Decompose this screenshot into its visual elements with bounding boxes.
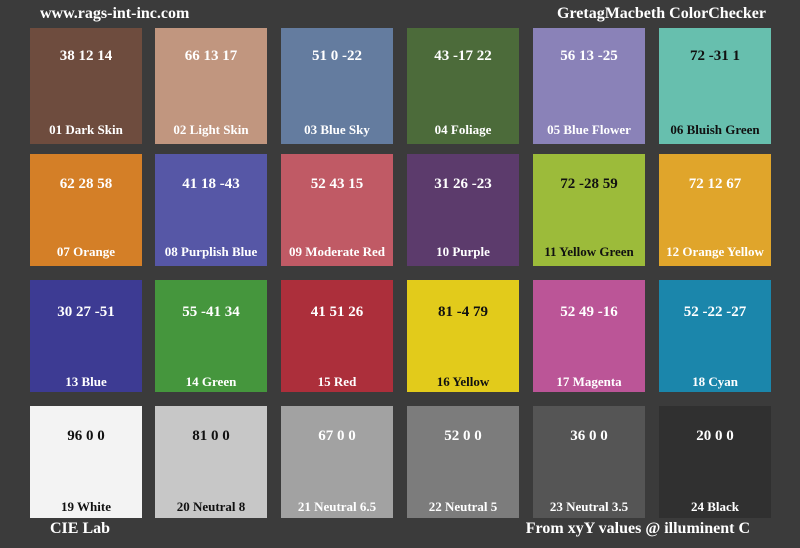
lab-values: 96 0 0	[67, 428, 105, 444]
color-patch: 51 0 -22 03 Blue Sky	[281, 28, 393, 144]
colorspace-label: CIE Lab	[50, 520, 111, 537]
patch-name: 22 Neutral 5	[428, 499, 498, 514]
patch-name: 16 Yellow	[436, 374, 490, 389]
lab-values: 51 0 -22	[312, 48, 362, 64]
lab-values: 66 13 17	[184, 48, 238, 64]
lab-values: 56 13 -25	[560, 48, 618, 64]
lab-values: 36 0 0	[570, 428, 608, 444]
patch-name: 21 Neutral 6.5	[297, 499, 377, 514]
color-patch: 96 0 0 19 White	[30, 406, 142, 518]
patch-name: 10 Purple	[436, 244, 490, 259]
color-patch: 52 -22 -27 18 Cyan	[659, 280, 771, 392]
color-patch: 31 26 -23 10 Purple	[407, 154, 519, 266]
lab-values: 41 51 26	[310, 304, 364, 320]
lab-values: 41 18 -43	[182, 176, 240, 192]
color-patch: 52 43 15 09 Moderate Red	[281, 154, 393, 266]
patch-name: 18 Cyan	[692, 374, 738, 389]
patch-name: 14 Green	[185, 374, 237, 389]
color-patch: 81 0 0 20 Neutral 8	[155, 406, 267, 518]
lab-values: 81 -4 79	[438, 304, 488, 320]
patch-name: 09 Moderate Red	[288, 244, 386, 259]
patch-name: 13 Blue	[65, 374, 107, 389]
color-patch: 72 -31 1 06 Bluish Green	[659, 28, 771, 144]
lab-values: 43 -17 22	[434, 48, 492, 64]
color-patch: 52 49 -16 17 Magenta	[533, 280, 645, 392]
patch-name: 02 Light Skin	[173, 122, 249, 137]
lab-values: 62 28 58	[59, 176, 113, 192]
patch-name: 20 Neutral 8	[176, 499, 246, 514]
color-patch: 41 18 -43 08 Purplish Blue	[155, 154, 267, 266]
lab-values: 52 -22 -27	[683, 304, 747, 320]
patch-name: 19 White	[61, 499, 111, 514]
patch-name: 05 Blue Flower	[547, 122, 631, 137]
source-note: From xyY values @ illuminent C	[525, 520, 750, 537]
patch-name: 17 Magenta	[556, 374, 622, 389]
patch-name: 24 Black	[690, 499, 740, 514]
patch-name: 04 Foliage	[434, 122, 492, 137]
lab-values: 30 27 -51	[57, 304, 115, 320]
lab-values: 38 12 14	[59, 48, 113, 64]
lab-values: 20 0 0	[696, 428, 734, 444]
lab-values: 31 26 -23	[434, 176, 492, 192]
site-url: www.rags-int-inc.com	[40, 5, 190, 22]
color-patch: 66 13 17 02 Light Skin	[155, 28, 267, 144]
color-patch: 72 -28 59 11 Yellow Green	[533, 154, 645, 266]
color-patch: 41 51 26 15 Red	[281, 280, 393, 392]
color-patch: 62 28 58 07 Orange	[30, 154, 142, 266]
patch-name: 07 Orange	[56, 244, 116, 259]
lab-values: 72 -28 59	[560, 176, 618, 192]
patch-name: 01 Dark Skin	[49, 122, 123, 137]
patch-name: 11 Yellow Green	[544, 244, 634, 259]
color-patch: 38 12 14 01 Dark Skin	[30, 28, 142, 144]
color-patch: 20 0 0 24 Black	[659, 406, 771, 518]
color-patch: 43 -17 22 04 Foliage	[407, 28, 519, 144]
color-patch: 36 0 0 23 Neutral 3.5	[533, 406, 645, 518]
lab-values: 55 -41 34	[182, 304, 240, 320]
patch-name: 03 Blue Sky	[304, 122, 370, 137]
lab-values: 81 0 0	[192, 428, 230, 444]
color-patch: 55 -41 34 14 Green	[155, 280, 267, 392]
patch-name: 15 Red	[317, 374, 357, 389]
patch-name: 06 Bluish Green	[670, 122, 760, 137]
color-patch: 81 -4 79 16 Yellow	[407, 280, 519, 392]
lab-values: 52 49 -16	[560, 304, 618, 320]
lab-values: 72 -31 1	[690, 48, 740, 64]
color-patch: 56 13 -25 05 Blue Flower	[533, 28, 645, 144]
lab-values: 52 43 15	[310, 176, 364, 192]
color-patch: 67 0 0 21 Neutral 6.5	[281, 406, 393, 518]
patch-name: 08 Purplish Blue	[164, 244, 258, 259]
lab-values: 72 12 67	[688, 176, 742, 192]
color-patch: 52 0 0 22 Neutral 5	[407, 406, 519, 518]
chart-title: GretagMacbeth ColorChecker	[557, 5, 766, 22]
lab-values: 52 0 0	[444, 428, 482, 444]
patch-name: 23 Neutral 3.5	[549, 499, 629, 514]
lab-values: 67 0 0	[318, 428, 356, 444]
color-patch: 72 12 67 12 Orange Yellow	[659, 154, 771, 266]
color-patch: 30 27 -51 13 Blue	[30, 280, 142, 392]
patch-name: 12 Orange Yellow	[666, 244, 764, 259]
